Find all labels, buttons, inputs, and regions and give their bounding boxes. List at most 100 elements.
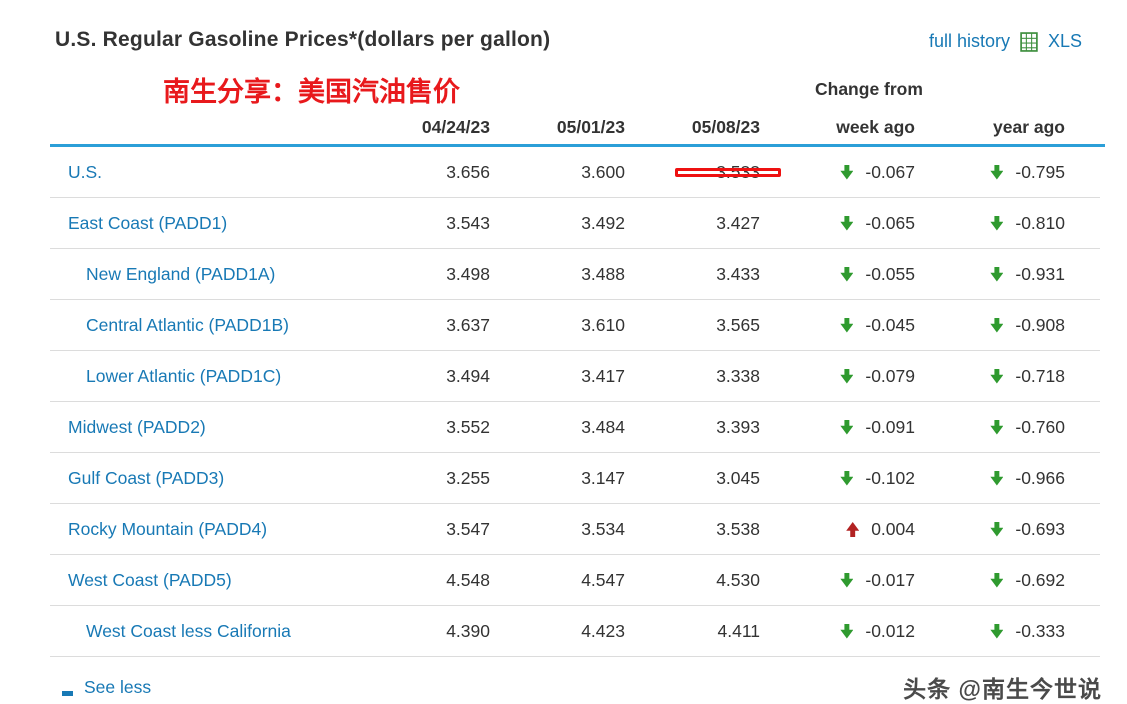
row-label-link[interactable]: New England (PADD1A)	[86, 263, 276, 284]
year-change-cell: -0.760	[950, 417, 1100, 438]
change-value: -0.908	[1015, 314, 1065, 335]
price-cell: 3.637	[446, 314, 490, 335]
minus-icon[interactable]	[62, 690, 73, 696]
row-label-link[interactable]: Lower Atlantic (PADD1C)	[86, 365, 282, 386]
price-cell: 3.045	[716, 467, 760, 488]
date-column-header: 04/24/23	[421, 116, 490, 137]
row-label-link[interactable]: Gulf Coast (PADD3)	[68, 467, 225, 488]
price-cell: 4.547	[581, 569, 625, 590]
year-change-cell: -0.692	[950, 570, 1100, 591]
down-arrow-icon	[990, 470, 1004, 486]
down-arrow-icon	[990, 164, 1004, 180]
year-change-cell: -0.908	[950, 315, 1100, 336]
price-cell: 4.411	[717, 620, 761, 641]
year-change-cell: -0.966	[950, 468, 1100, 489]
top-bar: U.S. Regular Gasoline Prices*(dollars pe…	[0, 28, 1127, 52]
table-body: U.S. 3.656 3.600 3.533 -0.067 -0.795 Eas…	[0, 147, 1127, 657]
price-cell: 3.543	[446, 212, 490, 233]
price-cell: 4.423	[581, 620, 625, 641]
change-value: -0.333	[1015, 620, 1065, 641]
price-cell: 3.498	[446, 263, 490, 284]
see-less-link[interactable]: See less	[62, 677, 151, 698]
row-label-link[interactable]: Rocky Mountain (PADD4)	[68, 518, 268, 539]
change-value: -0.065	[865, 212, 915, 233]
week-change-cell: 0.004	[795, 519, 950, 540]
year-change-cell: -0.795	[950, 162, 1100, 183]
year-change-cell: -0.810	[950, 213, 1100, 234]
date-column-header: 05/08/23	[691, 116, 760, 137]
row-label-cell: Midwest (PADD2)	[50, 417, 390, 438]
row-label-cell: Central Atlantic (PADD1B)	[50, 315, 390, 336]
change-value: -0.079	[865, 365, 915, 386]
down-arrow-icon	[840, 317, 854, 333]
price-cell: 3.427	[716, 212, 760, 233]
down-arrow-icon	[990, 317, 1004, 333]
row-label-link[interactable]: West Coast (PADD5)	[68, 569, 232, 590]
week-change-cell: -0.102	[795, 468, 950, 489]
year-change-cell: -0.718	[950, 366, 1100, 387]
price-cell: 3.656	[446, 161, 490, 182]
xls-link[interactable]: XLS	[1047, 31, 1082, 51]
row-label-cell: West Coast (PADD5)	[50, 570, 390, 591]
year-change-cell: -0.693	[950, 519, 1100, 540]
year-change-cell: -0.333	[950, 621, 1100, 642]
down-arrow-icon	[990, 521, 1004, 537]
price-cell: 3.255	[446, 467, 490, 488]
change-value: -0.045	[865, 314, 915, 335]
row-label-link[interactable]: U.S.	[68, 161, 103, 182]
down-arrow-icon	[840, 623, 854, 639]
week-change-cell: -0.017	[795, 570, 950, 591]
price-cell: 4.390	[446, 620, 490, 641]
change-value: -0.760	[1015, 416, 1065, 437]
price-cell: 3.393	[716, 416, 760, 437]
table-row: Rocky Mountain (PADD4) 3.547 3.534 3.538…	[50, 504, 1100, 555]
down-arrow-icon	[840, 368, 854, 384]
week-change-cell: -0.091	[795, 417, 950, 438]
down-arrow-icon	[990, 368, 1004, 384]
down-arrow-icon	[840, 215, 854, 231]
change-value: -0.012	[865, 620, 915, 641]
week-change-cell: -0.079	[795, 366, 950, 387]
row-label-link[interactable]: East Coast (PADD1)	[68, 212, 228, 233]
change-value: -0.017	[865, 569, 915, 590]
price-cell: 3.610	[581, 314, 625, 335]
down-arrow-icon	[840, 164, 854, 180]
price-cell: 3.417	[581, 365, 625, 386]
price-cell: 3.494	[446, 365, 490, 386]
change-value: -0.693	[1015, 518, 1065, 539]
top-links: full history XLS	[929, 31, 1082, 52]
xls-icon[interactable]	[1020, 31, 1038, 52]
week-change-cell: -0.067	[795, 162, 950, 183]
page-title: U.S. Regular Gasoline Prices*(dollars pe…	[55, 28, 551, 51]
down-arrow-icon	[840, 266, 854, 282]
highlight-box	[675, 167, 781, 177]
year-change-cell: -0.931	[950, 264, 1100, 285]
price-cell: 3.565	[716, 314, 760, 335]
change-value: -0.067	[865, 161, 915, 182]
row-label-cell: New England (PADD1A)	[50, 264, 390, 285]
table-row: West Coast less California 4.390 4.423 4…	[50, 606, 1100, 657]
price-cell: 3.147	[581, 467, 625, 488]
row-label-cell: Lower Atlantic (PADD1C)	[50, 366, 390, 387]
change-value: -0.718	[1015, 365, 1065, 386]
full-history-link[interactable]: full history	[928, 31, 1010, 51]
price-cell: 3.538	[716, 518, 760, 539]
table-row: Central Atlantic (PADD1B) 3.637 3.610 3.…	[50, 300, 1100, 351]
change-value: -0.692	[1015, 569, 1065, 590]
row-label-link[interactable]: Central Atlantic (PADD1B)	[86, 314, 289, 335]
table-row: Midwest (PADD2) 3.552 3.484 3.393 -0.091…	[50, 402, 1100, 453]
row-label-link[interactable]: West Coast less California	[86, 620, 291, 641]
down-arrow-icon	[990, 572, 1004, 588]
price-cell: 3.533	[660, 162, 795, 183]
annotation-row: 南生分享：美国汽油售价 Change from	[50, 68, 1100, 110]
down-arrow-icon	[990, 266, 1004, 282]
down-arrow-icon	[990, 215, 1004, 231]
change-value: -0.931	[1015, 263, 1065, 284]
week-change-cell: -0.055	[795, 264, 950, 285]
row-label-link[interactable]: Midwest (PADD2)	[68, 416, 206, 437]
price-cell: 3.534	[581, 518, 625, 539]
bottom-bar: See less 头条 @南生今世说	[0, 657, 1127, 704]
price-cell: 3.600	[581, 161, 625, 182]
price-cell: 3.492	[581, 212, 625, 233]
